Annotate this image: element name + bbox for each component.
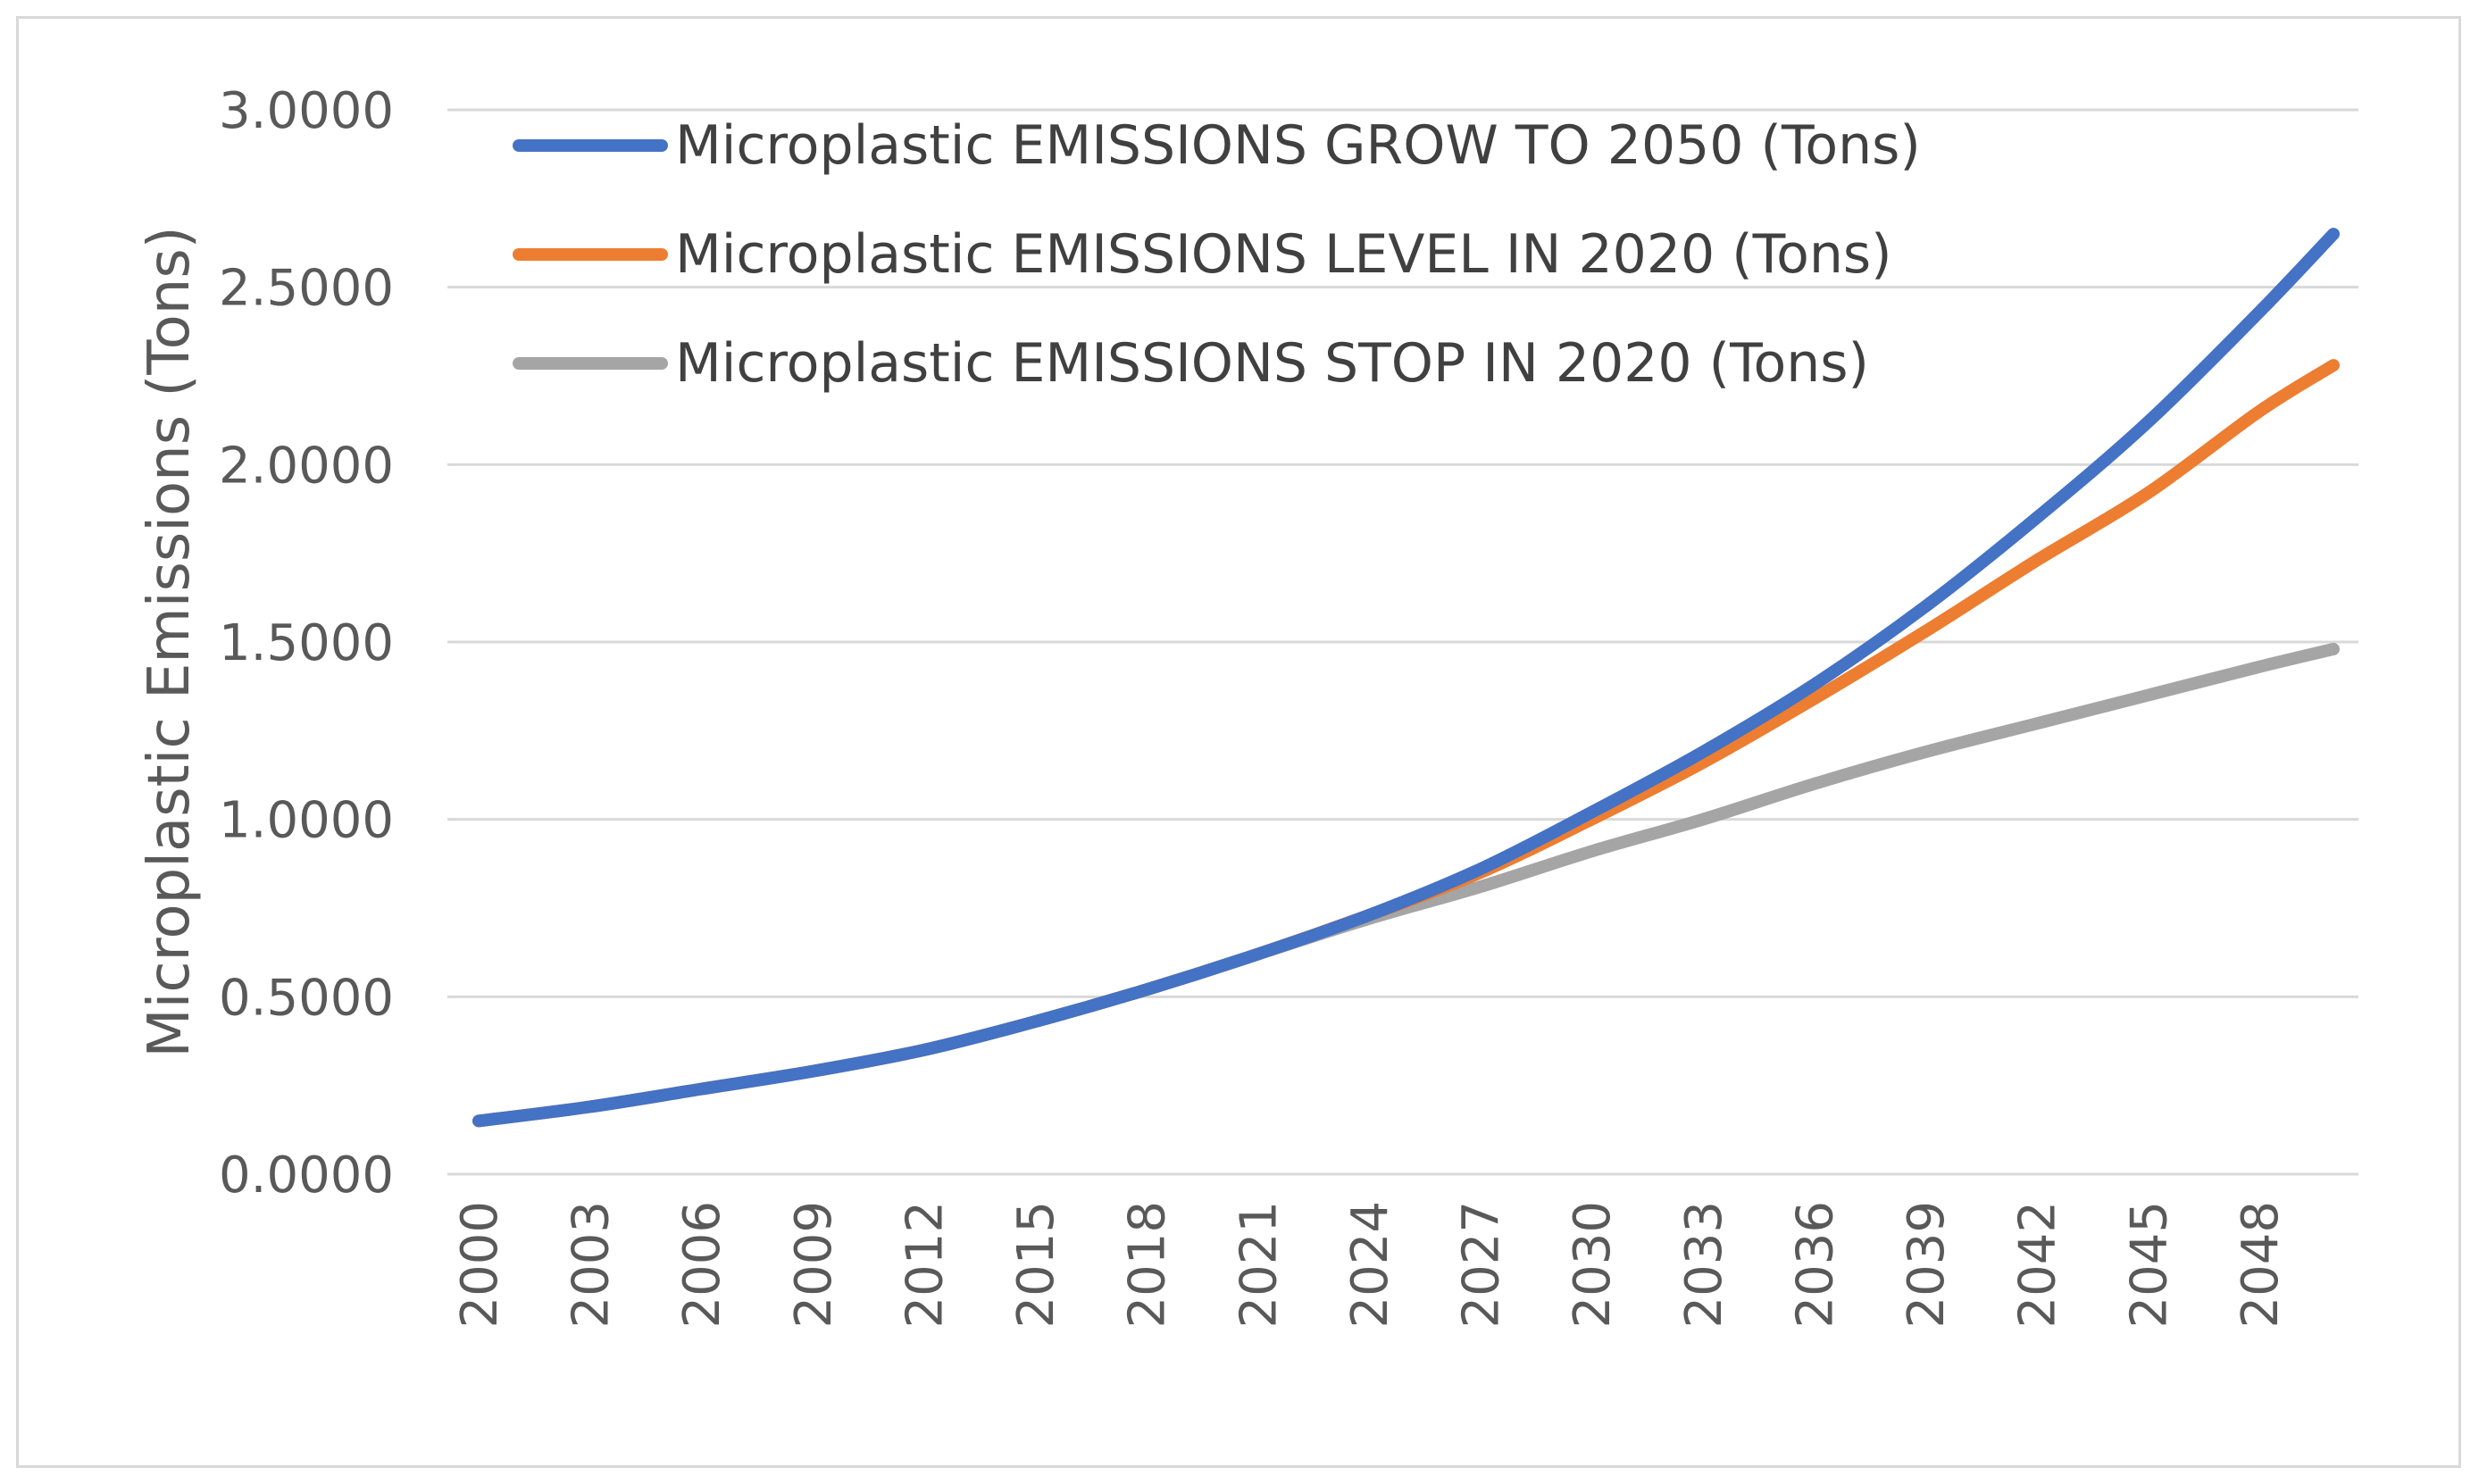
y-tick-label: 2.0000 — [219, 437, 394, 495]
x-tick-label: 2030 — [1564, 1201, 1622, 1329]
line-chart: 0.0000 0.5000 1.0000 1.5000 2.0000 2.5000 3.00… — [137, 82, 2358, 1329]
gridlines — [447, 108, 2358, 998]
chart-frame: 0.0000 0.5000 1.0000 1.5000 2.0000 2.5000 3.00… — [16, 16, 2461, 1468]
y-tick-label: 1.0000 — [219, 792, 394, 850]
x-tick-label: 2012 — [896, 1201, 954, 1329]
y-tick-labels: 0.0000 0.5000 1.0000 1.5000 2.0000 2.5000 3.00… — [219, 82, 394, 1205]
y-tick-label: 0.0000 — [219, 1146, 394, 1205]
x-tick-label: 2018 — [1119, 1201, 1177, 1329]
y-tick-label: 2.5000 — [219, 260, 394, 318]
x-tick-label: 2042 — [2009, 1201, 2067, 1329]
x-tick-labels: 2000 2003 2006 2009 2012 2015 2018 2021 2024 2027… — [451, 1201, 2290, 1329]
x-tick-label: 2033 — [1675, 1201, 1733, 1329]
legend-label-1: Microplastic EMISSIONS LEVEL IN 2020 (To… — [675, 223, 1892, 286]
x-tick-label: 2027 — [1453, 1201, 1511, 1329]
series-lines — [472, 228, 2340, 1128]
x-tick-label: 2024 — [1341, 1201, 1399, 1329]
y-axis-label: Microplastic Emissions (Tons) — [137, 226, 203, 1057]
y-tick-label: 3.0000 — [219, 82, 394, 140]
series-line-1 — [472, 359, 2340, 1128]
y-tick-label: 1.5000 — [219, 614, 394, 672]
series-line-0 — [472, 228, 2340, 1128]
x-tick-label: 2015 — [1007, 1201, 1065, 1329]
x-tick-label: 2036 — [1786, 1201, 1844, 1329]
x-tick-label: 2045 — [2120, 1201, 2178, 1329]
x-tick-label: 2000 — [451, 1201, 509, 1329]
x-tick-label: 2009 — [785, 1201, 843, 1329]
legend-label-2: Microplastic EMISSIONS STOP IN 2020 (Ton… — [675, 332, 1869, 395]
legend: Microplastic EMISSIONS GROW TO 2050 (Ton… — [513, 114, 1921, 395]
x-tick-label: 2006 — [673, 1201, 731, 1329]
y-tick-label: 0.5000 — [219, 969, 394, 1027]
x-tick-label: 2021 — [1230, 1201, 1288, 1329]
x-tick-label: 2048 — [2232, 1201, 2290, 1329]
x-tick-label: 2003 — [563, 1201, 621, 1329]
series-line-2 — [472, 642, 2340, 1128]
x-tick-label: 2039 — [1898, 1201, 1956, 1329]
legend-label-0: Microplastic EMISSIONS GROW TO 2050 (Ton… — [675, 114, 1921, 177]
